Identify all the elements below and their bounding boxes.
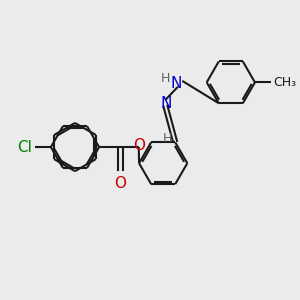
Text: N: N — [160, 96, 172, 111]
Text: O: O — [115, 176, 127, 191]
Text: Cl: Cl — [17, 140, 32, 154]
Text: H: H — [161, 72, 170, 85]
Text: N: N — [171, 76, 182, 91]
Text: CH₃: CH₃ — [273, 76, 296, 89]
Text: O: O — [133, 138, 145, 153]
Text: H: H — [162, 132, 172, 145]
